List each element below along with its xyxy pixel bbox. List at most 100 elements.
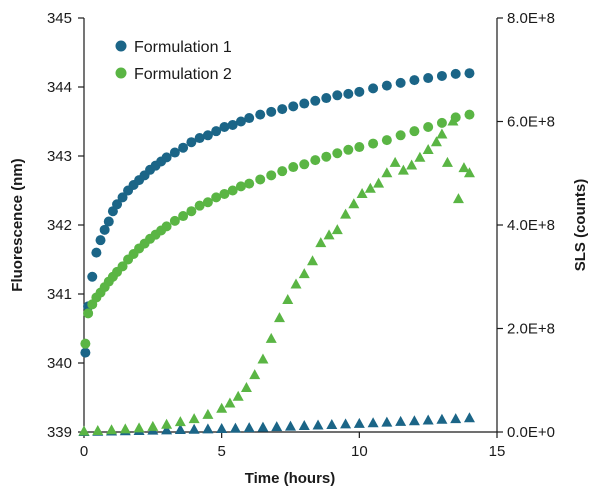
legend-label-formulation-2: Formulation 2: [134, 66, 232, 83]
x-tick-label: 10: [351, 443, 368, 460]
point-formulation-1: [255, 109, 266, 120]
point-formulation-1: [244, 113, 255, 124]
point-formulation-1: [103, 216, 114, 227]
point-formulation-2-sls: [397, 164, 409, 175]
point-formulation-2-sls: [232, 390, 244, 401]
point-formulation-2-sls: [348, 198, 360, 209]
point-formulation-1: [186, 137, 197, 148]
point-formulation-1-sls: [422, 414, 434, 425]
point-formulation-2: [178, 211, 189, 222]
point-formulation-1: [87, 271, 98, 282]
point-formulation-2-sls: [240, 382, 252, 393]
point-formulation-2-sls: [331, 224, 343, 235]
point-formulation-2: [343, 144, 354, 155]
point-formulation-1-sls: [436, 413, 448, 424]
point-formulation-2-sls: [389, 156, 401, 167]
point-formulation-2: [161, 221, 172, 232]
point-formulation-1: [169, 147, 180, 158]
point-formulation-1-sls: [216, 422, 228, 433]
point-formulation-1-sls: [174, 424, 186, 435]
point-formulation-1-sls: [340, 418, 352, 429]
x-axis-title: Time (hours): [245, 470, 336, 487]
y-tick-label: 343: [47, 148, 72, 165]
point-formulation-1: [450, 68, 461, 79]
point-formulation-2-sls: [463, 167, 475, 178]
series-formulation-1: [80, 68, 475, 358]
point-formulation-2-sls: [364, 182, 376, 193]
point-formulation-1: [235, 116, 246, 127]
point-formulation-1: [266, 106, 277, 117]
point-formulation-1-sls: [161, 424, 173, 435]
point-formulation-2-sls: [161, 418, 173, 429]
point-formulation-1: [95, 235, 106, 246]
point-formulation-1: [202, 130, 213, 141]
point-formulation-1: [321, 93, 332, 104]
point-formulation-1-sls: [188, 423, 200, 434]
y-tick-label: 340: [47, 355, 72, 372]
point-formulation-2: [436, 117, 447, 128]
point-formulation-2-sls: [441, 156, 453, 167]
point-formulation-2-sls: [257, 353, 269, 364]
y2-tick-label: 6.0E+8: [507, 114, 555, 131]
point-formulation-2: [464, 109, 475, 120]
y2-tick-label: 4.0E+8: [507, 217, 555, 234]
point-formulation-2: [450, 112, 461, 123]
point-formulation-2-sls: [273, 312, 285, 323]
point-formulation-1-sls: [450, 413, 462, 424]
point-formulation-1-sls: [312, 419, 324, 430]
point-formulation-1: [395, 77, 406, 88]
y-tick-label: 339: [47, 424, 72, 441]
point-formulation-2-sls: [282, 294, 294, 305]
point-formulation-1: [91, 247, 102, 258]
point-formulation-2: [409, 126, 420, 137]
point-formulation-1: [299, 98, 310, 109]
point-formulation-2: [194, 200, 205, 211]
point-formulation-1: [409, 75, 420, 86]
point-formulation-2-sls: [422, 143, 434, 154]
y-tick-label: 341: [47, 286, 72, 303]
point-formulation-1: [343, 88, 354, 99]
point-formulation-2: [169, 215, 180, 226]
point-formulation-2: [266, 170, 277, 181]
legend-marker-formulation-1: [115, 40, 127, 52]
point-formulation-2-sls: [119, 423, 131, 434]
point-formulation-2-sls: [92, 424, 104, 435]
point-formulation-2: [244, 178, 255, 189]
point-formulation-2: [211, 192, 222, 203]
point-formulation-1-sls: [243, 422, 255, 433]
y-tick-label: 344: [47, 79, 72, 96]
point-formulation-2-sls: [202, 408, 214, 419]
point-formulation-2-sls: [216, 402, 228, 413]
point-formulation-2: [83, 308, 94, 319]
point-formulation-2-sls: [147, 420, 159, 431]
point-formulation-2: [117, 261, 128, 272]
point-formulation-2: [186, 206, 197, 217]
point-formulation-1: [436, 70, 447, 81]
point-formulation-1-sls: [381, 416, 393, 427]
point-formulation-2-sls: [436, 128, 448, 139]
point-formulation-1-sls: [298, 420, 310, 431]
point-formulation-2-sls: [340, 208, 352, 219]
point-formulation-1: [354, 86, 365, 97]
x-ticks: 0 5 10 15: [80, 432, 505, 460]
point-formulation-1: [117, 192, 128, 203]
point-formulation-2-sls: [452, 193, 464, 204]
point-formulation-1: [288, 101, 299, 112]
point-formulation-1: [194, 133, 205, 144]
point-formulation-2: [202, 197, 213, 208]
point-formulation-2: [381, 135, 392, 146]
point-formulation-1: [178, 142, 189, 153]
y2-tick-label: 8.0E+8: [507, 10, 555, 27]
point-formulation-2: [80, 338, 91, 349]
point-formulation-1: [112, 199, 123, 210]
point-formulation-1: [310, 95, 321, 106]
point-formulation-2-sls: [381, 167, 393, 178]
point-formulation-2-sls: [298, 268, 310, 279]
y-axis-title: Fluorescence (nm): [9, 158, 26, 291]
legend-label-formulation-1: Formulation 1: [134, 39, 232, 56]
point-formulation-2: [235, 181, 246, 192]
point-formulation-2: [255, 174, 266, 185]
series-formulation-2-sls: [78, 115, 475, 436]
point-formulation-2-sls: [133, 422, 145, 433]
